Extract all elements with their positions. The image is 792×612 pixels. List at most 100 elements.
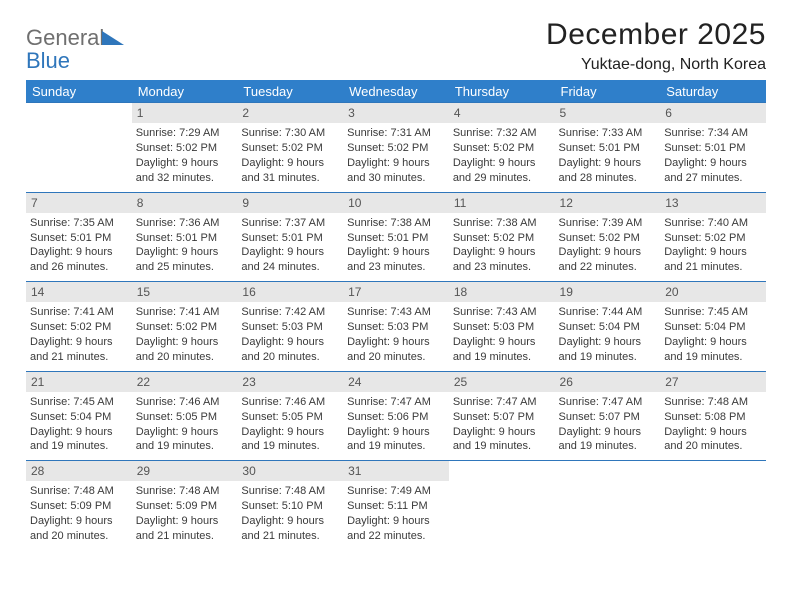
sunrise-text: Sunrise: 7:46 AM <box>136 395 234 410</box>
day-number: 16 <box>237 281 343 302</box>
day-number: 26 <box>555 371 661 392</box>
sunset-text: Sunset: 5:09 PM <box>136 499 234 514</box>
daylight-text: Daylight: 9 hours and 19 minutes. <box>30 425 128 455</box>
daylight-text: Daylight: 9 hours and 26 minutes. <box>30 245 128 275</box>
sunrise-text: Sunrise: 7:48 AM <box>30 484 128 499</box>
location-subtitle: Yuktae-dong, North Korea <box>546 56 766 74</box>
sunset-text: Sunset: 5:04 PM <box>559 320 657 335</box>
day-number: 30 <box>237 460 343 481</box>
day-number: 28 <box>26 460 132 481</box>
sunrise-text: Sunrise: 7:43 AM <box>453 305 551 320</box>
day-number: 17 <box>343 281 449 302</box>
calendar-body: 1Sunrise: 7:29 AMSunset: 5:02 PMDaylight… <box>26 102 766 550</box>
weekday-header: Saturday <box>660 81 766 103</box>
sunset-text: Sunset: 5:10 PM <box>241 499 339 514</box>
day-number: 25 <box>449 371 555 392</box>
day-number: 27 <box>660 371 766 392</box>
empty-day <box>555 460 661 478</box>
daylight-text: Daylight: 9 hours and 19 minutes. <box>453 335 551 365</box>
sunrise-text: Sunrise: 7:31 AM <box>347 126 445 141</box>
sunrise-text: Sunrise: 7:47 AM <box>453 395 551 410</box>
daylight-text: Daylight: 9 hours and 27 minutes. <box>664 156 762 186</box>
calendar-week-row: 14Sunrise: 7:41 AMSunset: 5:02 PMDayligh… <box>26 281 766 371</box>
day-number: 12 <box>555 192 661 213</box>
sunrise-text: Sunrise: 7:41 AM <box>30 305 128 320</box>
calendar-day-cell: 16Sunrise: 7:42 AMSunset: 5:03 PMDayligh… <box>237 281 343 371</box>
daylight-text: Daylight: 9 hours and 28 minutes. <box>559 156 657 186</box>
calendar-day-cell: 6Sunrise: 7:34 AMSunset: 5:01 PMDaylight… <box>660 102 766 192</box>
sunset-text: Sunset: 5:01 PM <box>30 231 128 246</box>
daylight-text: Daylight: 9 hours and 19 minutes. <box>559 425 657 455</box>
empty-day <box>26 102 132 120</box>
daylight-text: Daylight: 9 hours and 19 minutes. <box>664 335 762 365</box>
empty-day <box>449 460 555 478</box>
sunrise-text: Sunrise: 7:45 AM <box>30 395 128 410</box>
sunset-text: Sunset: 5:02 PM <box>136 141 234 156</box>
sunset-text: Sunset: 5:03 PM <box>453 320 551 335</box>
calendar-day-cell: 30Sunrise: 7:48 AMSunset: 5:10 PMDayligh… <box>237 460 343 550</box>
weekday-header: Wednesday <box>343 81 449 103</box>
sunrise-text: Sunrise: 7:47 AM <box>347 395 445 410</box>
sunrise-text: Sunrise: 7:33 AM <box>559 126 657 141</box>
sunset-text: Sunset: 5:05 PM <box>136 410 234 425</box>
daylight-text: Daylight: 9 hours and 22 minutes. <box>347 514 445 544</box>
day-number: 13 <box>660 192 766 213</box>
sunset-text: Sunset: 5:02 PM <box>664 231 762 246</box>
calendar-day-cell: 9Sunrise: 7:37 AMSunset: 5:01 PMDaylight… <box>237 192 343 282</box>
weekday-header: Thursday <box>449 81 555 103</box>
sunset-text: Sunset: 5:02 PM <box>241 141 339 156</box>
header: General Blue December 2025 Yuktae-dong, … <box>26 18 766 74</box>
calendar-day-cell: 17Sunrise: 7:43 AMSunset: 5:03 PMDayligh… <box>343 281 449 371</box>
daylight-text: Daylight: 9 hours and 25 minutes. <box>136 245 234 275</box>
sunrise-text: Sunrise: 7:45 AM <box>664 305 762 320</box>
day-number: 22 <box>132 371 238 392</box>
calendar-day-cell: 22Sunrise: 7:46 AMSunset: 5:05 PMDayligh… <box>132 371 238 461</box>
day-number: 4 <box>449 102 555 123</box>
calendar-page: General Blue December 2025 Yuktae-dong, … <box>0 0 792 550</box>
calendar-day-cell: 29Sunrise: 7:48 AMSunset: 5:09 PMDayligh… <box>132 460 238 550</box>
calendar-week-row: 21Sunrise: 7:45 AMSunset: 5:04 PMDayligh… <box>26 371 766 461</box>
calendar-day-cell: 4Sunrise: 7:32 AMSunset: 5:02 PMDaylight… <box>449 102 555 192</box>
daylight-text: Daylight: 9 hours and 19 minutes. <box>241 425 339 455</box>
daylight-text: Daylight: 9 hours and 22 minutes. <box>559 245 657 275</box>
day-number: 20 <box>660 281 766 302</box>
sunset-text: Sunset: 5:11 PM <box>347 499 445 514</box>
daylight-text: Daylight: 9 hours and 32 minutes. <box>136 156 234 186</box>
daylight-text: Daylight: 9 hours and 21 minutes. <box>136 514 234 544</box>
day-number: 24 <box>343 371 449 392</box>
sunset-text: Sunset: 5:02 PM <box>347 141 445 156</box>
sunrise-text: Sunrise: 7:41 AM <box>136 305 234 320</box>
calendar-day-cell: 26Sunrise: 7:47 AMSunset: 5:07 PMDayligh… <box>555 371 661 461</box>
daylight-text: Daylight: 9 hours and 20 minutes. <box>136 335 234 365</box>
day-number: 9 <box>237 192 343 213</box>
calendar-day-cell: 31 Sunrise: 7:49 AMSunset: 5:11 PMDayligh… <box>343 460 449 550</box>
sunrise-text: Sunrise: 7:30 AM <box>241 126 339 141</box>
weekday-header-row: SundayMondayTuesdayWednesdayThursdayFrid… <box>26 81 766 103</box>
sunset-text: Sunset: 5:02 PM <box>453 141 551 156</box>
day-number: 21 <box>26 371 132 392</box>
sunset-text: Sunset: 5:01 PM <box>664 141 762 156</box>
sunrise-text: Sunrise: 7:43 AM <box>347 305 445 320</box>
calendar-day-cell: 15Sunrise: 7:41 AMSunset: 5:02 PMDayligh… <box>132 281 238 371</box>
weekday-header: Monday <box>132 81 238 103</box>
sunrise-text: Sunrise: 7:48 AM <box>664 395 762 410</box>
sunset-text: Sunset: 5:08 PM <box>664 410 762 425</box>
sunrise-text: Sunrise: 7:44 AM <box>559 305 657 320</box>
calendar-week-row: 1Sunrise: 7:29 AMSunset: 5:02 PMDaylight… <box>26 102 766 192</box>
sunrise-text: Sunrise: 7:47 AM <box>559 395 657 410</box>
calendar-day-cell: 21Sunrise: 7:45 AMSunset: 5:04 PMDayligh… <box>26 371 132 461</box>
sunrise-text: Sunrise: 7:38 AM <box>347 216 445 231</box>
day-number: 2 <box>237 102 343 123</box>
daylight-text: Daylight: 9 hours and 20 minutes. <box>30 514 128 544</box>
daylight-text: Daylight: 9 hours and 20 minutes. <box>664 425 762 455</box>
day-number: 6 <box>660 102 766 123</box>
calendar-day-cell: 24Sunrise: 7:47 AMSunset: 5:06 PMDayligh… <box>343 371 449 461</box>
day-number: 31 <box>343 460 449 481</box>
sunset-text: Sunset: 5:02 PM <box>453 231 551 246</box>
sunset-text: Sunset: 5:04 PM <box>664 320 762 335</box>
calendar-day-cell: 1Sunrise: 7:29 AMSunset: 5:02 PMDaylight… <box>132 102 238 192</box>
weekday-header: Tuesday <box>237 81 343 103</box>
day-number: 19 <box>555 281 661 302</box>
sunset-text: Sunset: 5:05 PM <box>241 410 339 425</box>
sunrise-text: Sunrise: 7:49 AM <box>347 484 445 499</box>
